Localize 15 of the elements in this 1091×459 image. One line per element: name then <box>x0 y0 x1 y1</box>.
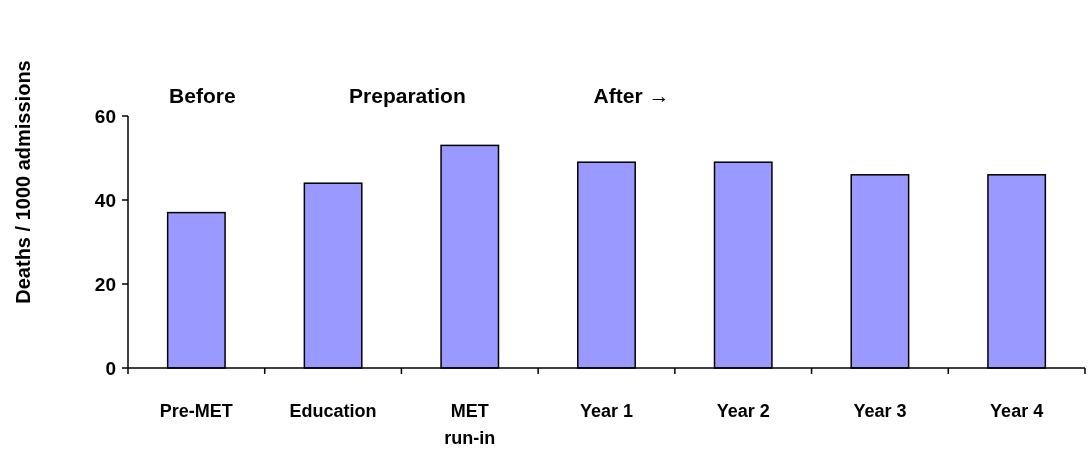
x-tick-label: Education <box>289 401 377 421</box>
x-tick-label: MET run-in <box>444 401 496 448</box>
y-tick-label: 20 <box>94 273 116 295</box>
y-axis-title: Deaths / 1000 admissions <box>12 60 34 304</box>
text: After → <box>593 84 670 107</box>
y-tick-label: 60 <box>94 105 116 127</box>
x-tick-label: Pre-MET <box>159 401 233 421</box>
x-tick-label: Year 3 <box>853 401 907 421</box>
text: Preparation <box>349 84 466 107</box>
y-tick-label: 0 <box>105 357 116 379</box>
x-tick-label: Year 4 <box>990 401 1044 421</box>
x-tick-label: Year 1 <box>579 401 634 421</box>
text: Before <box>169 84 236 107</box>
y-tick-label: 40 <box>94 189 116 211</box>
x-tick-label: Year 2 <box>716 401 770 421</box>
